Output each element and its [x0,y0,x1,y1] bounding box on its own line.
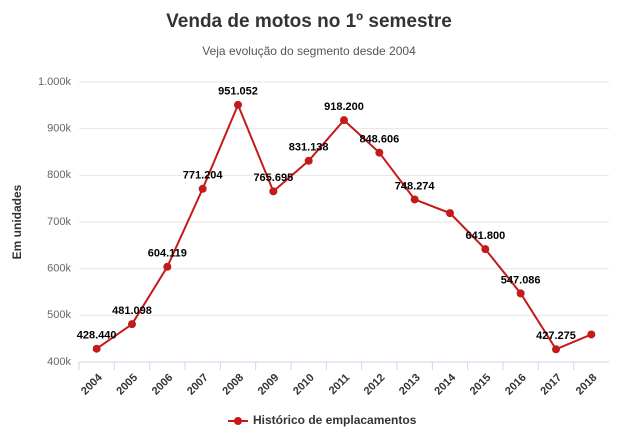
x-tick-label: 2012 [362,372,388,398]
legend-marker [234,417,242,425]
x-tick-label: 2005 [114,372,140,398]
marker [552,345,560,354]
y-tick-label: 700k [47,216,71,228]
marker [304,156,313,165]
marker [481,245,490,254]
marker [198,184,207,193]
legend-label: Histórico de emplacamentos [253,413,417,427]
x-tick-label: 2015 [468,372,494,398]
x-tick-label: 2014 [432,371,458,397]
data-label: 427.275 [536,330,576,342]
marker [516,289,525,298]
data-label: 481.098 [112,305,152,317]
x-tick-label: 2004 [79,371,105,397]
data-label: 547.086 [501,274,541,286]
data-label: 641.800 [465,230,505,242]
x-tick-label: 2013 [397,372,423,398]
data-label: 748.274 [395,180,436,192]
marker [446,209,454,218]
marker [587,330,596,339]
chart-title: Venda de motos no 1º semestre [166,11,452,32]
marker [269,187,278,196]
y-tick-label: 600k [47,263,71,275]
data-label: 765.695 [253,172,293,184]
data-label: 771.204 [183,170,224,182]
marker [163,262,172,271]
x-tick-label: 2006 [150,372,176,398]
data-label: 848.606 [359,134,399,146]
y-axis-label: Em unidades [10,184,24,259]
line [96,102,592,351]
chart-subtitle: Veja evolução do segmento desde 2004 [202,44,416,58]
marker [375,148,384,157]
y-tick-label: 800k [47,169,71,181]
x-tick-label: 2010 [291,372,317,398]
y-tick-label: 900k [47,123,71,135]
marker [410,195,419,204]
x-tick-label: 2011 [327,372,352,397]
y-tick-label: 500k [47,309,71,321]
y-tick-label: 1.000k [38,76,72,88]
x-tick-label: 2007 [185,372,211,398]
data-label: 918.200 [324,101,364,113]
data-label: 604.119 [148,248,187,260]
y-tick-label: 400k [47,356,71,368]
data-label: 951.052 [218,86,258,98]
x-tick-label: 2009 [256,372,282,398]
x-tick-label: 2017 [538,372,564,398]
x-tick-label: 2008 [220,372,246,398]
data-label: 831.138 [289,142,329,154]
data-label: 428.440 [77,330,117,342]
marker [340,116,348,125]
marker [128,320,136,329]
marker [92,344,101,353]
x-tick-label: 2018 [574,372,600,398]
x-tick-label: 2016 [503,372,529,398]
marker [234,100,242,109]
